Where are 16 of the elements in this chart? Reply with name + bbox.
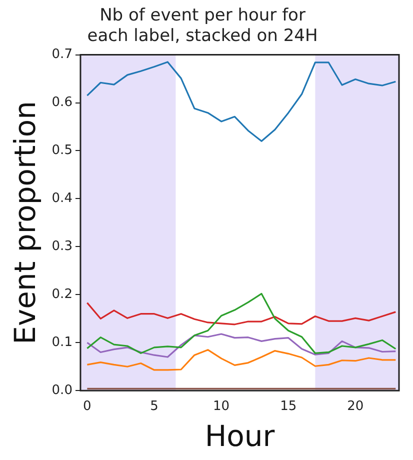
y-tick-label: 0.7 — [52, 47, 72, 62]
x-tick-label: 5 — [150, 398, 158, 414]
y-tick-label: 0.1 — [52, 335, 72, 350]
y-tick-label: 0.2 — [52, 287, 72, 302]
y-tick-label: 0.3 — [52, 239, 72, 254]
y-tick-label: 0.4 — [52, 191, 72, 206]
x-tick-label: 10 — [213, 398, 230, 414]
chart-title: Nb of event per hour for each label, stacked on 24H — [87, 6, 318, 46]
y-tick-label: 0.6 — [52, 95, 72, 110]
y-axis-title: Event proportion — [8, 101, 42, 344]
x-tick-label: 0 — [83, 398, 92, 414]
x-axis-title: Hour — [204, 419, 275, 454]
y-tick-label: 0.5 — [52, 143, 72, 158]
x-tick-label: 20 — [347, 398, 364, 414]
y-tick-label: 0.0 — [52, 382, 72, 398]
x-tick-label: 15 — [280, 398, 297, 414]
